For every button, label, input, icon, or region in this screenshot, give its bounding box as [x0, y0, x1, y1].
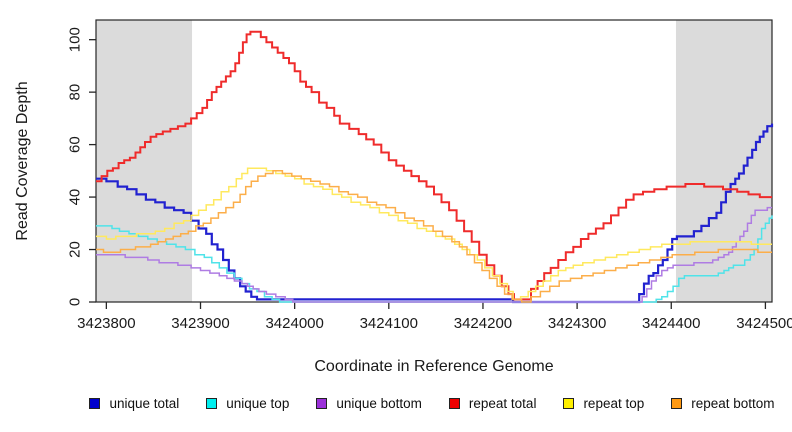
y-tick-label: 60: [67, 136, 84, 153]
x-tick-label: 3424200: [454, 315, 512, 332]
y-tick-label: 100: [67, 27, 84, 52]
y-tick-label: 0: [67, 298, 84, 306]
x-tick-label: 3423800: [77, 315, 135, 332]
legend-label: unique total: [109, 395, 180, 411]
legend-swatch: [671, 397, 683, 409]
x-tick-label: 3424100: [360, 315, 418, 332]
series-line-unique-top: [96, 215, 773, 303]
coverage-chart-svg: 3423800 3423900 3424000 3424100 3424200 34243…: [14, 19, 792, 375]
series-line-repeat-bottom: [96, 170, 772, 303]
plot-layer: 3423800 3423900 3424000 3424100 3424200 34243…: [67, 19, 792, 332]
legend-item-repeat-bottom: repeat bottom: [671, 394, 775, 412]
legend-label: repeat bottom: [691, 395, 775, 411]
x-tick-label: 3424300: [548, 315, 606, 332]
shaded-region: [96, 20, 193, 302]
y-tick-label: 40: [67, 189, 84, 206]
legend-label: unique top: [226, 395, 290, 411]
legend-swatch: [89, 397, 101, 409]
series-line-repeat-top: [96, 167, 772, 301]
legend-swatch: [563, 397, 575, 409]
legend-item-unique-top: unique top: [206, 394, 289, 412]
legend-swatch: [316, 397, 328, 409]
legend-swatch: [448, 397, 460, 409]
x-tick-label: 3423900: [171, 315, 229, 332]
series-line-repeat-total: [96, 30, 772, 301]
y-tick-label: 20: [67, 241, 84, 258]
y-axis-title: Read Coverage Depth: [14, 81, 31, 240]
plot-box: [95, 19, 773, 303]
legend-item-repeat-total: repeat total: [448, 394, 537, 412]
legend-item-unique-total: unique total: [89, 394, 179, 412]
legend-item-unique-bottom: unique bottom: [316, 394, 422, 412]
legend: unique total unique top unique bottom repea…: [36, 394, 792, 412]
legend-label: repeat total: [468, 395, 537, 411]
x-axis-title: Coordinate in Reference Genome: [314, 358, 553, 375]
legend-label: repeat top: [583, 395, 645, 411]
legend-swatch: [206, 397, 218, 409]
x-tick-label: 3424000: [265, 315, 323, 332]
legend-item-repeat-top: repeat top: [563, 394, 644, 412]
legend-label: unique bottom: [336, 395, 422, 411]
x-tick-label: 3424400: [642, 315, 700, 332]
series-line-unique-total: [96, 123, 774, 304]
x-tick-label: 3424500: [736, 315, 792, 332]
shaded-region: [675, 20, 772, 302]
y-tick-label: 80: [67, 84, 84, 101]
